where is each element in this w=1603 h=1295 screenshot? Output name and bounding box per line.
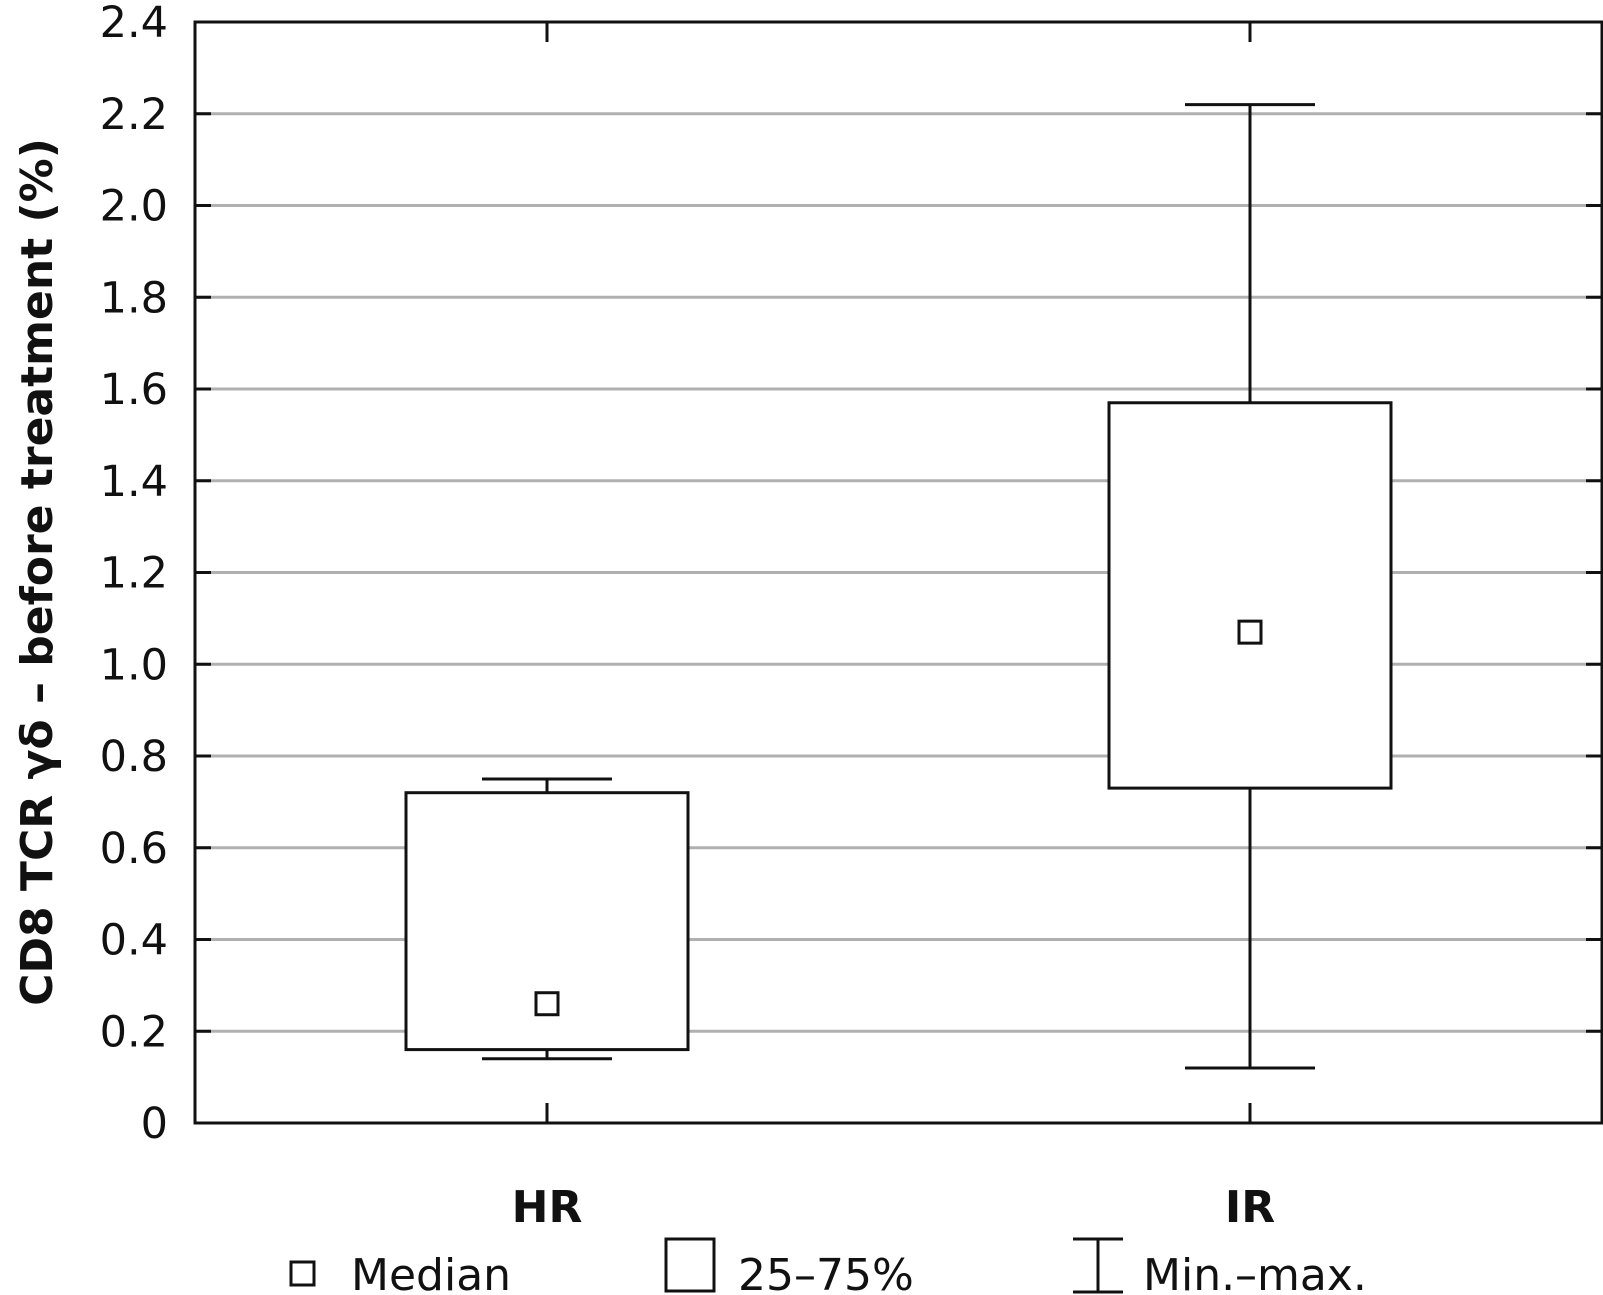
- x-category-label: IR: [1225, 1182, 1275, 1233]
- y-tick-label: 1.4: [100, 457, 168, 507]
- x-category-label: HR: [512, 1182, 583, 1233]
- y-tick-label: 0.8: [100, 732, 168, 782]
- legend-median-label: Median: [351, 1250, 511, 1295]
- legend: Median 25–75% Min.–max.: [289, 1237, 1367, 1295]
- y-tick-label: 2.2: [100, 90, 168, 140]
- y-tick-label: 0.6: [100, 824, 168, 874]
- y-tick-label: 2.4: [100, 0, 168, 48]
- iqr-box: [1107, 401, 1393, 790]
- x-category-labels: HR IR: [512, 1182, 1275, 1233]
- y-tick-label: 1.2: [100, 549, 168, 599]
- legend-whisker-icon: [1073, 1237, 1123, 1294]
- y-tick-labels: 0 0.2 0.4 0.6 0.8 1.0 1.2 1.4 1.6 1.8 2.0 2.2 2.4: [100, 0, 168, 1149]
- legend-box-label: 25–75%: [738, 1250, 914, 1295]
- box-group-hr: [404, 777, 690, 1061]
- legend-median-icon: [289, 1260, 316, 1287]
- box-group-ir: [1107, 103, 1393, 1070]
- y-tick-label: 0.4: [100, 916, 168, 966]
- y-tick-label: 1.0: [100, 640, 168, 690]
- legend-whisker-label: Min.–max.: [1143, 1250, 1367, 1295]
- y-ticks: [195, 20, 1602, 1125]
- boxes: [404, 103, 1393, 1070]
- y-tick-label: 0.2: [100, 1007, 168, 1057]
- median-marker: [534, 991, 560, 1017]
- y-tick-label: 0: [141, 1099, 168, 1149]
- y-tick-label: 1.6: [100, 365, 168, 415]
- y-axis-label: CD8 TCR γδ – before treatment (%): [12, 138, 63, 1006]
- median-marker: [1237, 619, 1263, 645]
- y-tick-label: 1.8: [100, 273, 168, 323]
- y-tick-label: 2.0: [100, 182, 168, 232]
- legend-box-icon: [664, 1237, 716, 1293]
